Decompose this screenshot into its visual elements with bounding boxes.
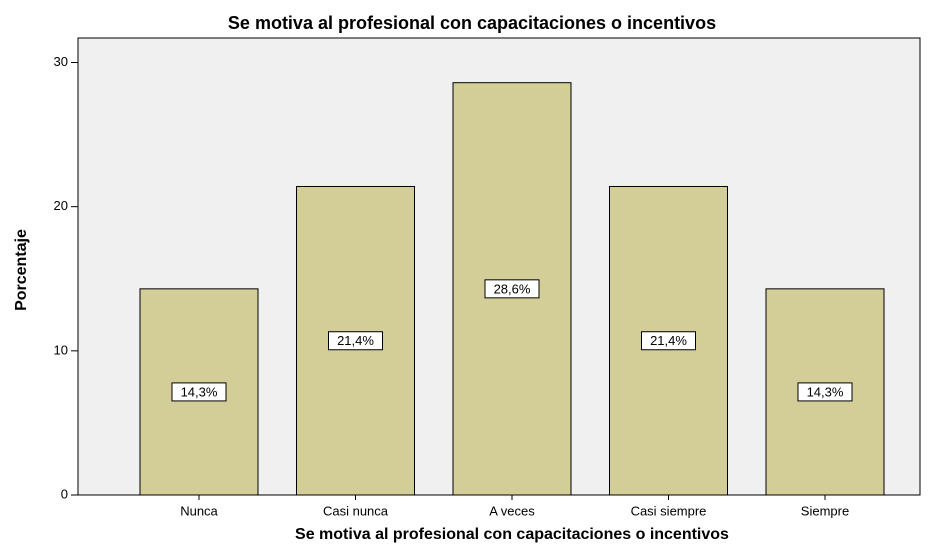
value-label-box xyxy=(797,382,853,402)
value-label: 28,6% xyxy=(494,281,531,296)
y-tick-label: 20 xyxy=(54,198,68,213)
x-tick-label: Casi siempre xyxy=(631,503,707,518)
bar xyxy=(765,288,885,496)
value-label: 14,3% xyxy=(181,384,218,399)
value-label: 14,3% xyxy=(807,384,844,399)
value-label: 21,4% xyxy=(337,333,374,348)
x-axis-title: Se motiva al profesional con capacitacio… xyxy=(295,526,729,543)
x-tick-label: A veces xyxy=(489,503,535,518)
value-label-box xyxy=(641,331,696,351)
x-tick-label: Casi nunca xyxy=(323,503,389,518)
y-tick-label: 0 xyxy=(61,486,68,501)
y-axis-title: Porcentaje xyxy=(13,229,30,311)
chart-title: Se motiva al profesional con capacitacio… xyxy=(228,13,716,33)
value-label-box xyxy=(171,382,227,402)
value-label-box xyxy=(328,331,383,351)
x-tick-label: Nunca xyxy=(180,503,218,518)
y-tick-label: 10 xyxy=(54,342,68,357)
value-label-box xyxy=(484,279,540,299)
value-label: 21,4% xyxy=(650,333,687,348)
x-tick-label: Siempre xyxy=(801,503,849,518)
y-tick-label: 30 xyxy=(54,54,68,69)
